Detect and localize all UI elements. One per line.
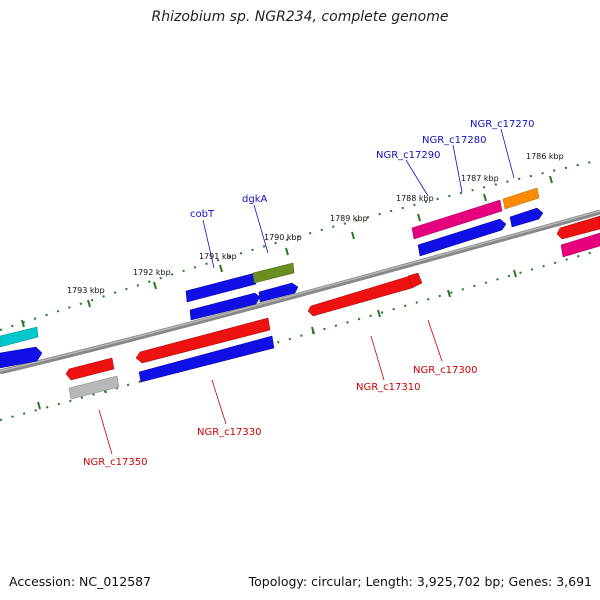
gene-label-NGR_c17270[interactable]: NGR_c17270: [470, 119, 535, 130]
gene-feature[interactable]: [65, 357, 115, 381]
major-tick: [447, 289, 451, 298]
scale-label: 1790 kbp: [264, 233, 302, 242]
gene-label-NGR_c17300[interactable]: NGR_c17300: [413, 365, 478, 376]
gene-feature[interactable]: [138, 335, 275, 383]
callout-line: [452, 144, 463, 193]
major-tick: [21, 319, 25, 328]
major-tick: [87, 299, 91, 308]
genome-backbone-highlight: [0, 210, 600, 372]
scale-label: 1793 kbp: [67, 286, 105, 295]
gene-feature[interactable]: [185, 272, 257, 303]
reverse-gene-labels: NGR_c17300 NGR_c17310 NGR_c17330 NGR_c17…: [83, 319, 478, 468]
major-tick: [351, 231, 355, 240]
accession-text: Accession: NC_012587: [9, 574, 152, 589]
gene-label-cobT[interactable]: cobT: [190, 209, 215, 220]
map-title: Rhizobium sp. NGR234, complete genome: [151, 9, 449, 25]
scale-label: 1792 kbp: [133, 268, 171, 277]
genome-backbone: [0, 209, 600, 375]
gene-feature[interactable]: [407, 272, 423, 289]
forward-gene-labels: NGR_c17270 NGR_c17280 NGR_c17290 dgkA co…: [190, 119, 535, 269]
forward-strand-genes: [0, 187, 544, 369]
scale-label: 1786 kbp: [526, 152, 564, 161]
major-tick: [377, 309, 381, 318]
scale-label: 1787 kbp: [461, 174, 499, 183]
gene-feature[interactable]: [68, 375, 120, 400]
gene-feature[interactable]: [307, 275, 413, 317]
callout-line: [202, 219, 215, 269]
callout-line: [98, 409, 113, 455]
gene-feature[interactable]: [0, 326, 39, 348]
scale-label: 1788 kbp: [396, 194, 434, 203]
major-tick: [285, 247, 289, 256]
gene-feature[interactable]: [560, 232, 600, 258]
major-tick: [153, 281, 157, 290]
callout-line: [500, 128, 515, 179]
gene-label-NGR_c17290[interactable]: NGR_c17290: [376, 150, 441, 161]
major-tick: [219, 264, 223, 273]
gene-feature[interactable]: [417, 218, 507, 257]
gene-feature[interactable]: [556, 215, 600, 240]
major-tick: [311, 326, 315, 335]
major-tick: [483, 193, 487, 202]
callout-line: [370, 335, 385, 381]
scale-labels: 1786 kbp 1787 kbp 1788 kbp 1789 kbp 1790…: [67, 152, 564, 295]
gene-label-NGR_c17330[interactable]: NGR_c17330: [197, 427, 262, 438]
callout-line: [211, 379, 227, 425]
reverse-strand-genes: [65, 215, 600, 400]
major-tick: [513, 269, 517, 278]
gene-feature[interactable]: [411, 199, 503, 240]
callout-line: [405, 159, 429, 197]
callout-line: [253, 204, 269, 254]
callout-line: [427, 319, 443, 362]
major-tick: [417, 213, 421, 222]
gene-feature[interactable]: [502, 187, 540, 210]
gene-feature[interactable]: [258, 282, 299, 303]
major-tick: [37, 401, 41, 410]
gene-label-dgkA[interactable]: dgkA: [242, 194, 267, 205]
gene-feature[interactable]: [509, 207, 544, 228]
gene-feature[interactable]: [135, 317, 271, 364]
major-tick: [549, 175, 553, 184]
topology-text: Topology: circular; Length: 3,925,702 bp…: [248, 574, 592, 589]
gene-feature[interactable]: [189, 292, 261, 321]
gene-label-NGR_c17350[interactable]: NGR_c17350: [83, 457, 148, 468]
gene-label-NGR_c17280[interactable]: NGR_c17280: [422, 135, 487, 146]
gene-label-NGR_c17310[interactable]: NGR_c17310: [356, 382, 421, 393]
outer-scale-track: [0, 159, 600, 331]
gene-feature[interactable]: [0, 346, 43, 369]
gene-feature[interactable]: [252, 262, 295, 284]
scale-label: 1791 kbp: [199, 252, 237, 261]
scale-label: 1789 kbp: [330, 214, 368, 223]
